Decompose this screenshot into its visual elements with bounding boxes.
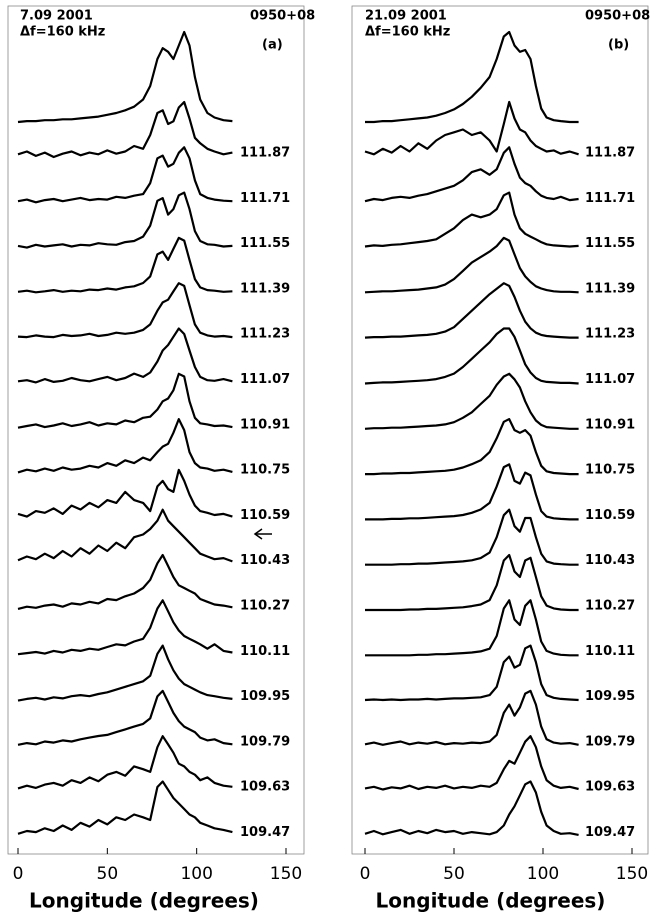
frequency-label: 111.55 (240, 236, 290, 251)
profile-line (17, 236, 233, 294)
frequency-label: 110.91 (240, 417, 290, 432)
x-axis-label: Longitude (degrees) (376, 889, 606, 913)
x-tick-label: 100 (527, 864, 559, 884)
frequency-label: 111.39 (585, 281, 635, 296)
profile-line (17, 553, 233, 610)
x-tick-label: 150 (616, 864, 648, 884)
frequency-label: 109.47 (585, 825, 635, 840)
profile-line (17, 100, 233, 159)
frequency-label: 111.23 (585, 327, 635, 342)
frequency-label: 109.95 (240, 689, 290, 704)
profile-line (17, 372, 233, 429)
profile-line (365, 418, 579, 476)
profile-line (17, 735, 233, 790)
frequency-label: 111.07 (240, 372, 290, 387)
frequency-label: 109.47 (240, 825, 290, 840)
profile-line (17, 327, 233, 384)
x-tick-label: 50 (443, 864, 465, 884)
profile-line (17, 418, 233, 474)
panel-frame (351, 5, 649, 855)
frequency-label: 110.59 (240, 508, 290, 523)
frequency-label: 111.87 (240, 146, 290, 161)
frequency-label: 110.27 (585, 599, 635, 614)
frequency-label: 110.43 (585, 553, 635, 568)
frequency-label: 110.43 (240, 553, 290, 568)
profile-line (364, 282, 579, 339)
panel-frame (7, 5, 305, 855)
frequency-label: 110.11 (240, 644, 290, 659)
panel-date: 7.09 2001 (20, 9, 93, 24)
profile-line (364, 100, 579, 156)
profile-line (364, 689, 579, 746)
frequency-label: 111.39 (240, 281, 290, 296)
profile-line (17, 282, 233, 339)
profile-line (17, 599, 233, 656)
frequency-label: 111.87 (585, 146, 635, 161)
panel-subtitle: Δf=160 kHz (20, 25, 105, 40)
x-tick-label: 50 (97, 864, 119, 884)
source-name: 0950+08 (585, 9, 650, 24)
profile-line (364, 780, 579, 836)
profile-line (365, 30, 579, 124)
profile-line (364, 735, 579, 791)
frequency-label: 109.79 (240, 734, 290, 749)
frequency-label: 109.63 (240, 780, 290, 795)
x-tick-label: 0 (13, 864, 24, 884)
panel-label: (b) (608, 38, 629, 53)
frequency-label: 110.59 (585, 508, 635, 523)
source-name: 0950+08 (250, 9, 315, 24)
x-axis-label: Longitude (degrees) (29, 889, 259, 913)
frequency-label: 110.91 (585, 417, 635, 432)
frequency-label: 110.11 (585, 644, 635, 659)
frequency-label: 110.75 (585, 463, 635, 478)
profile-line (365, 508, 579, 566)
arrow (253, 528, 272, 540)
frequency-label: 109.79 (585, 734, 635, 749)
panel-date: 21.09 2001 (365, 9, 447, 24)
profile-line (364, 236, 579, 294)
frequency-label: 111.23 (240, 327, 290, 342)
profile-line (17, 30, 233, 124)
x-tick-label: 0 (360, 864, 371, 884)
frequency-label: 110.27 (240, 599, 290, 614)
panel-subtitle: Δf=160 kHz (365, 25, 450, 40)
profile-line (17, 468, 233, 518)
profile-line (17, 508, 233, 563)
frequency-label: 111.55 (585, 236, 635, 251)
profile-line (364, 146, 579, 203)
frequency-label: 111.71 (240, 191, 290, 206)
profile-line (17, 146, 233, 204)
profile-line (17, 644, 233, 702)
profile-line (17, 780, 233, 835)
frequency-label: 111.07 (585, 372, 635, 387)
frequency-label: 111.71 (585, 191, 635, 206)
profile-line (365, 463, 579, 521)
profile-line (364, 644, 579, 702)
profile-line (365, 599, 579, 657)
x-tick-label: 100 (180, 864, 212, 884)
profile-line (365, 553, 579, 612)
frequency-label: 109.95 (585, 689, 635, 704)
profile-line (364, 372, 579, 430)
profile-line (364, 191, 579, 248)
profile-line (17, 191, 233, 249)
x-tick-label: 150 (270, 864, 302, 884)
frequency-label: 110.75 (240, 463, 290, 478)
profile-line (364, 327, 579, 385)
panel-label: (a) (262, 38, 283, 53)
frequency-label: 109.63 (585, 780, 635, 795)
profile-line (17, 689, 233, 746)
